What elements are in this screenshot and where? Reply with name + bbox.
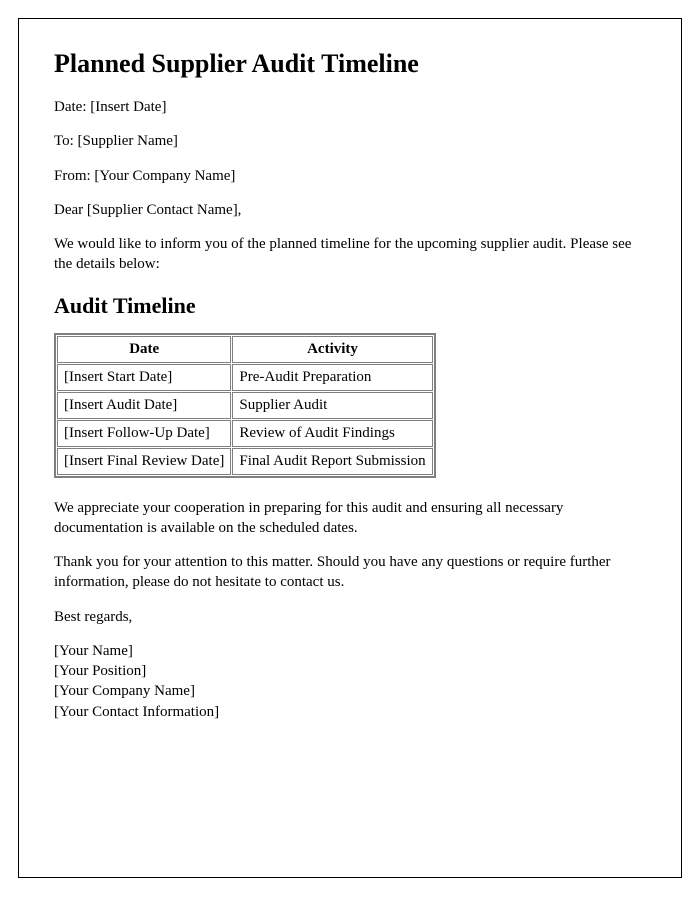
table-header-date: Date xyxy=(57,336,231,363)
signature-block: [Your Name] [Your Position] [Your Compan… xyxy=(54,641,646,722)
closing-paragraph: Thank you for your attention to this mat… xyxy=(54,552,646,593)
table-cell-date: [Insert Follow-Up Date] xyxy=(57,420,231,447)
subheading: Audit Timeline xyxy=(54,293,646,319)
date-line: Date: [Insert Date] xyxy=(54,97,646,117)
cooperation-paragraph: We appreciate your cooperation in prepar… xyxy=(54,498,646,539)
table-cell-activity: Pre-Audit Preparation xyxy=(232,364,432,391)
table-header-row: Date Activity xyxy=(57,336,433,363)
signature-name: [Your Name] xyxy=(54,641,646,661)
table-cell-activity: Review of Audit Findings xyxy=(232,420,432,447)
signoff: Best regards, xyxy=(54,607,646,627)
page-title: Planned Supplier Audit Timeline xyxy=(54,49,646,79)
table-header-activity: Activity xyxy=(232,336,432,363)
to-line: To: [Supplier Name] xyxy=(54,131,646,151)
table-cell-date: [Insert Start Date] xyxy=(57,364,231,391)
signature-contact: [Your Contact Information] xyxy=(54,702,646,722)
document-container: Planned Supplier Audit Timeline Date: [I… xyxy=(18,18,682,878)
table-row: [Insert Final Review Date] Final Audit R… xyxy=(57,448,433,475)
table-cell-activity: Final Audit Report Submission xyxy=(232,448,432,475)
from-line: From: [Your Company Name] xyxy=(54,166,646,186)
table-row: [Insert Audit Date] Supplier Audit xyxy=(57,392,433,419)
salutation: Dear [Supplier Contact Name], xyxy=(54,200,646,220)
audit-timeline-table: Date Activity [Insert Start Date] Pre-Au… xyxy=(54,333,436,478)
table-cell-date: [Insert Audit Date] xyxy=(57,392,231,419)
table-cell-date: [Insert Final Review Date] xyxy=(57,448,231,475)
intro-paragraph: We would like to inform you of the plann… xyxy=(54,234,646,275)
signature-position: [Your Position] xyxy=(54,661,646,681)
table-row: [Insert Follow-Up Date] Review of Audit … xyxy=(57,420,433,447)
table-row: [Insert Start Date] Pre-Audit Preparatio… xyxy=(57,364,433,391)
table-cell-activity: Supplier Audit xyxy=(232,392,432,419)
signature-company: [Your Company Name] xyxy=(54,681,646,701)
